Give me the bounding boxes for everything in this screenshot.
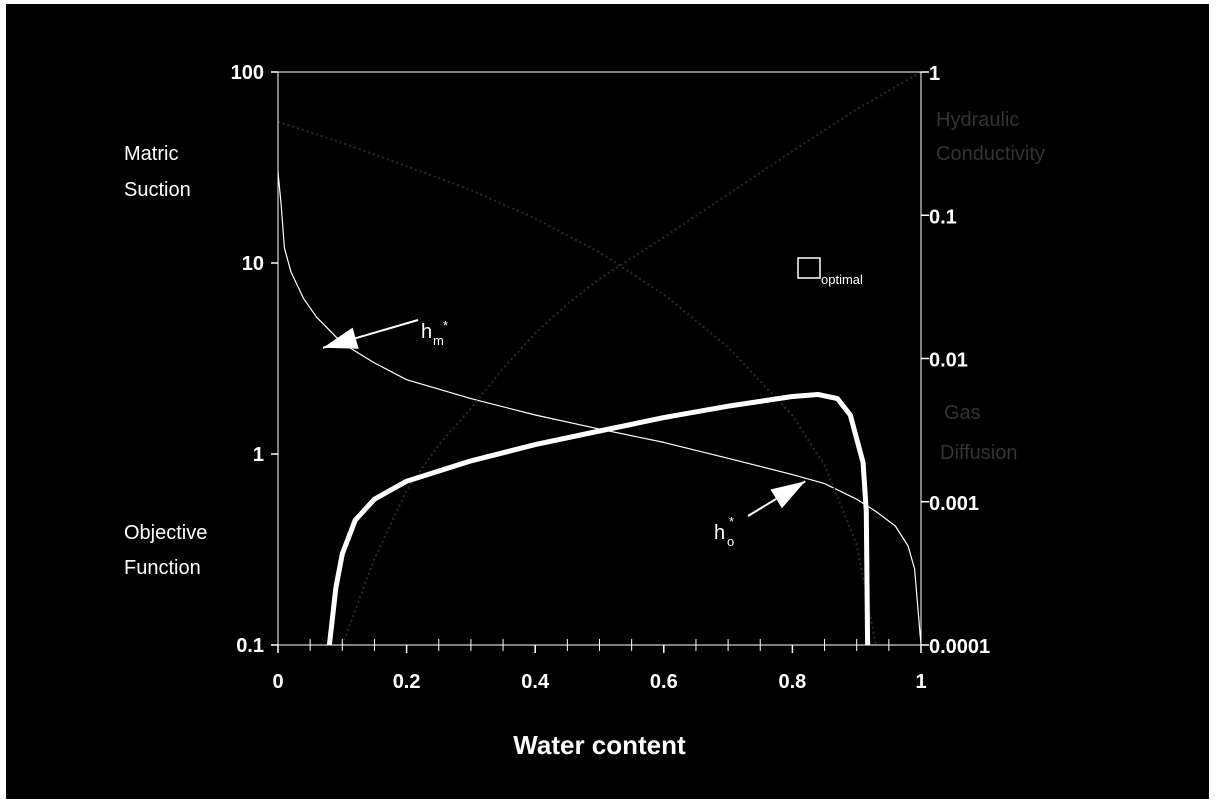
x-tick-label: 0.4	[521, 671, 550, 693]
left-label-top-2: Suction	[124, 179, 191, 201]
right-tick-label: 0.0001	[929, 636, 990, 658]
chart-svg: 0 0.2 0.4 0.6 0.8 1 Water content 0.1 1 10 100 0.00…	[124, 62, 1045, 760]
x-tick-label: 0	[272, 671, 283, 693]
series-line-3	[326, 392, 871, 646]
left-tick-label: 10	[242, 253, 264, 275]
left-tick-label: 0.1	[236, 635, 264, 657]
left-tick-label: 1	[253, 444, 264, 466]
x-tick-label: 0.2	[393, 671, 421, 693]
hm-label-sup: *	[443, 318, 448, 333]
x-tick-label: 0.6	[650, 671, 678, 693]
right-tick-label: 0.001	[929, 493, 979, 515]
right-label-top-2: Conductivity	[936, 143, 1045, 165]
right-tick-label: 0.01	[929, 350, 968, 372]
x-tick-label: 0.8	[778, 671, 806, 693]
series-line-1	[341, 71, 922, 646]
left-label-bottom-1: Objective	[124, 522, 207, 544]
right-tick-label: 1	[929, 63, 940, 85]
optimal-legend-box	[797, 257, 821, 279]
left-label-top-1: Matric	[124, 143, 178, 165]
right-label-top-1: Hydraulic	[936, 109, 1019, 131]
hm-label-main: h	[421, 321, 432, 343]
hm-label-sub: m	[433, 333, 444, 348]
x-axis-title: Water content	[513, 730, 686, 760]
ho-label-main: h	[714, 522, 725, 544]
series-line-2	[277, 120, 877, 646]
series-line-0	[277, 171, 922, 646]
x-tick-label: 1	[915, 671, 926, 693]
right-label-bottom-2: Diffusion	[940, 442, 1017, 464]
chart-panel: 0 0.2 0.4 0.6 0.8 1 Water content 0.1 1 10 100 0.00…	[6, 4, 1209, 799]
optimal-legend-label: optimal	[821, 272, 863, 287]
ho-label-sup: *	[729, 514, 734, 529]
right-label-bottom-1: Gas	[944, 402, 981, 424]
right-tick-label: 0.1	[929, 206, 957, 228]
ho-arrow-head	[770, 481, 806, 509]
left-tick-label: 100	[231, 62, 264, 84]
left-label-bottom-2: Function	[124, 557, 201, 579]
hm-arrow-head	[323, 327, 359, 349]
ho-label-sub: o	[727, 534, 734, 549]
